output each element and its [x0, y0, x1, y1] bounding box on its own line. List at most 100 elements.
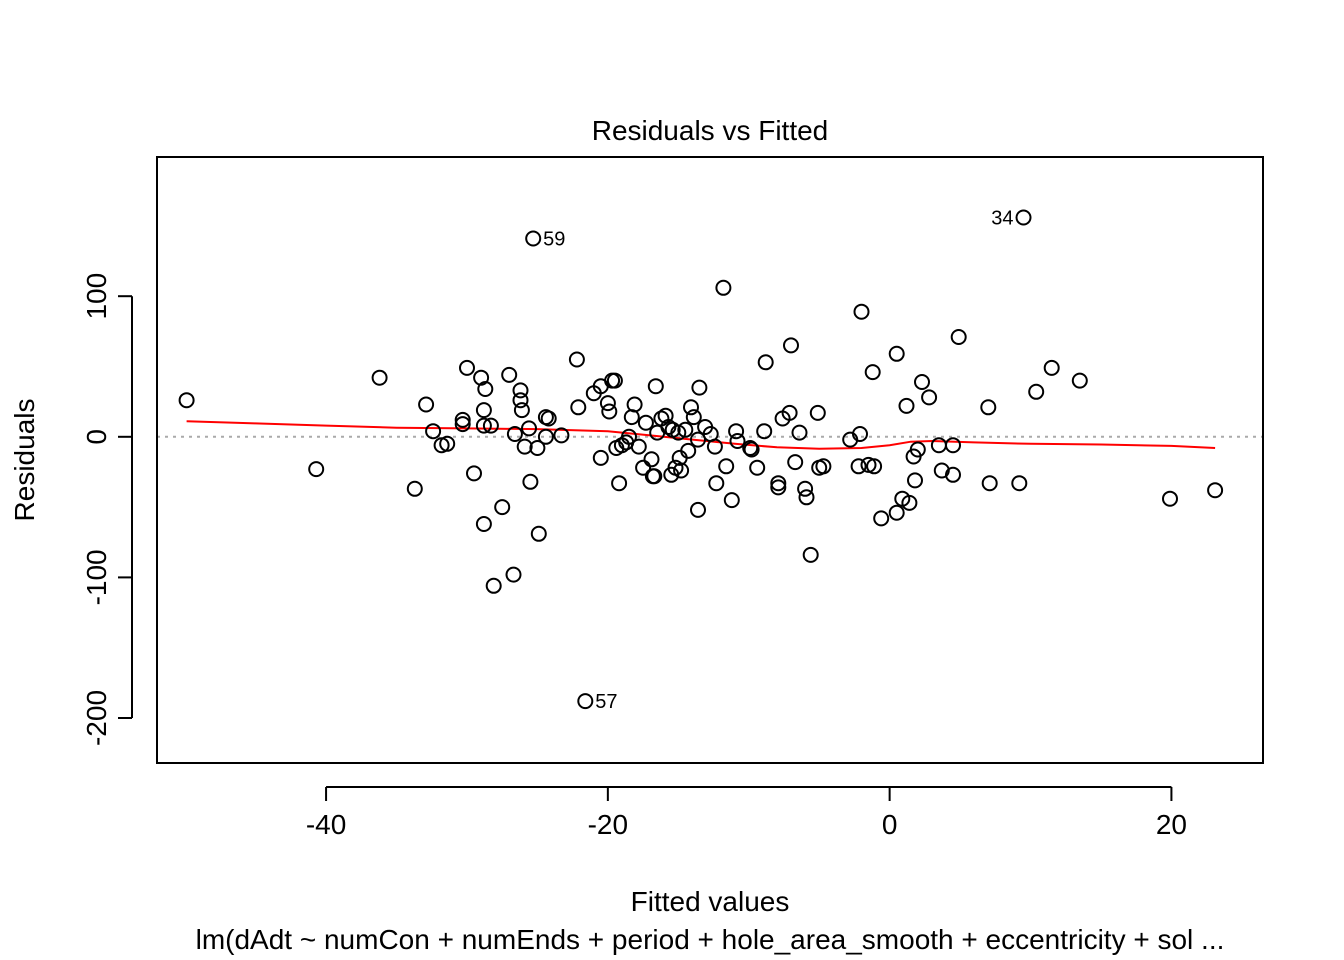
residual-point — [1015, 209, 1032, 226]
y-tick-label: -100 — [81, 549, 112, 605]
outlier-label: 34 — [991, 207, 1013, 229]
residual-point — [683, 399, 699, 416]
residual-point — [599, 395, 616, 412]
residual-point — [454, 411, 471, 428]
residual-point — [898, 397, 915, 414]
residual-point — [690, 501, 706, 518]
residual-point — [723, 492, 740, 509]
residual-point — [418, 396, 435, 413]
y-tick-label: -200 — [81, 690, 112, 746]
residual-point — [809, 404, 826, 421]
residual-point — [553, 427, 570, 444]
residual-point — [718, 458, 735, 475]
residual-point — [308, 461, 325, 478]
residual-point — [743, 441, 760, 458]
residual-point — [728, 423, 745, 440]
residual-point — [852, 426, 868, 442]
residual-point — [406, 480, 423, 497]
residual-point — [568, 351, 585, 368]
model-subtitle: lm(dAdt ~ numCon + numEnds + period + ho… — [196, 924, 1225, 955]
residual-point — [635, 459, 652, 476]
residual-point — [1028, 383, 1045, 400]
residual-point — [888, 504, 905, 521]
residual-point — [1043, 359, 1060, 376]
residual-point — [425, 423, 442, 440]
residual-point — [525, 230, 542, 247]
residual-point — [643, 451, 660, 468]
residual-point — [466, 465, 482, 482]
residual-point — [797, 480, 814, 497]
residual-point — [1071, 372, 1088, 389]
residual-point — [537, 428, 554, 445]
residual-point — [749, 459, 766, 476]
residual-point — [815, 458, 832, 475]
residual-point — [914, 374, 930, 390]
residual-point — [742, 440, 759, 456]
y-axis-label: Residuals — [9, 399, 40, 522]
plot-frame — [156, 156, 1264, 764]
y-tick-label: 0 — [81, 429, 112, 445]
residual-point — [501, 366, 518, 383]
residual-point — [729, 433, 746, 449]
residual-point — [670, 424, 687, 441]
residual-point — [873, 510, 890, 527]
residual-point — [770, 479, 787, 496]
residual-point — [673, 462, 690, 479]
x-tick-label: 0 — [882, 809, 898, 840]
residual-point — [530, 525, 547, 542]
residual-point — [781, 404, 798, 421]
residual-point — [901, 494, 918, 511]
residual-point — [677, 421, 694, 438]
residual-point — [513, 402, 530, 419]
residual-point — [485, 577, 502, 594]
residual-point — [454, 416, 471, 433]
residual-point — [907, 472, 923, 489]
residual-point — [621, 428, 637, 445]
residual-point — [475, 402, 492, 419]
residual-point — [706, 438, 723, 455]
residual-point — [770, 475, 787, 492]
residual-point — [592, 449, 609, 466]
outlier-label: 57 — [595, 691, 617, 713]
y-axis: -200 -100 0 100 — [81, 273, 133, 746]
residual-point — [1207, 482, 1224, 499]
residual-point — [945, 466, 961, 483]
residual-point — [178, 392, 195, 409]
residual-point — [637, 414, 654, 431]
residual-point — [646, 468, 663, 485]
residual-point — [1162, 490, 1178, 507]
residual-point — [522, 473, 539, 490]
residual-point — [505, 566, 522, 583]
plot-layer: 59 57 34 — [157, 207, 1263, 713]
residual-point — [521, 420, 537, 437]
residual-point — [715, 279, 732, 296]
residual-point — [494, 499, 511, 516]
x-axis: -40 -20 0 20 — [306, 786, 1187, 840]
residual-point — [850, 458, 867, 475]
residual-point — [601, 403, 618, 420]
residual-point — [516, 438, 533, 455]
residual-point — [864, 364, 881, 381]
residual-point — [921, 389, 938, 406]
residual-point — [802, 546, 819, 563]
residual-point — [950, 329, 967, 345]
residual-point — [783, 337, 799, 354]
residual-point — [757, 354, 774, 371]
residual-point — [647, 378, 664, 395]
residual-point — [657, 407, 674, 424]
smooth-fit-line — [186, 420, 1216, 450]
residual-point — [606, 372, 623, 389]
x-axis-label: Fitted values — [631, 886, 790, 917]
x-tick-label: -20 — [588, 809, 628, 840]
y-tick-label: 100 — [81, 273, 112, 320]
residual-point — [980, 399, 997, 416]
residual-point — [708, 475, 725, 492]
residual-point — [680, 442, 697, 459]
residual-point — [981, 475, 998, 492]
x-tick-label: -40 — [306, 809, 346, 840]
residual-point — [791, 424, 808, 441]
residual-point — [506, 426, 523, 442]
residual-point — [853, 303, 870, 320]
residual-point — [482, 417, 499, 434]
residual-point — [512, 392, 529, 409]
